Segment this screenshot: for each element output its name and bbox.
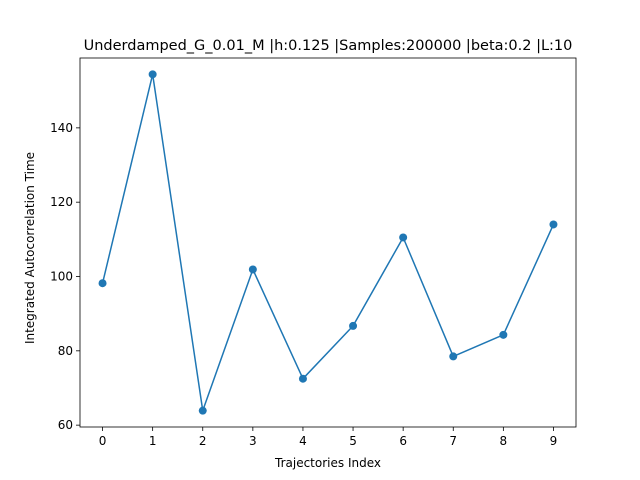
series-line-0 [101, 73, 555, 412]
x-tick-label-3: 3 [249, 434, 257, 448]
x-tick-label-4: 4 [299, 434, 307, 448]
x-tick-label-6: 6 [399, 434, 407, 448]
data-point-3 [248, 265, 257, 274]
plot-area: 0 1 2 3 4 5 6 7 8 9 60 80 100 120 140 [50, 57, 577, 448]
data-point-4 [298, 374, 307, 383]
x-tick-label-7: 7 [449, 434, 457, 448]
x-tick-label-2: 2 [199, 434, 207, 448]
y-tick-label-2: 100 [50, 270, 73, 284]
x-tick-label-8: 8 [500, 434, 508, 448]
axes-frame [79, 57, 577, 428]
y-tick-label-1: 80 [58, 344, 73, 358]
y-axis-label: Integrated Autocorrelation Time [23, 152, 37, 344]
data-point-7 [449, 352, 458, 361]
y-tick-label-0: 60 [58, 418, 73, 432]
data-point-6 [399, 233, 408, 242]
y-tick-label-4: 140 [50, 121, 73, 135]
data-point-8 [499, 330, 508, 339]
data-point-2 [198, 406, 207, 415]
y-tick-label-3: 120 [50, 195, 73, 209]
data-point-5 [349, 321, 358, 330]
x-tick-label-9: 9 [550, 434, 558, 448]
chart-title: Underdamped_G_0.01_M |h:0.125 |Samples:2… [84, 38, 573, 54]
data-point-1 [148, 70, 157, 79]
x-tick-label-5: 5 [349, 434, 357, 448]
data-point-9 [549, 220, 558, 229]
x-axis-label: Trajectories Index [274, 456, 381, 470]
x-tick-label-0: 0 [99, 434, 107, 448]
x-tick-label-1: 1 [149, 434, 157, 448]
data-point-0 [98, 279, 107, 288]
